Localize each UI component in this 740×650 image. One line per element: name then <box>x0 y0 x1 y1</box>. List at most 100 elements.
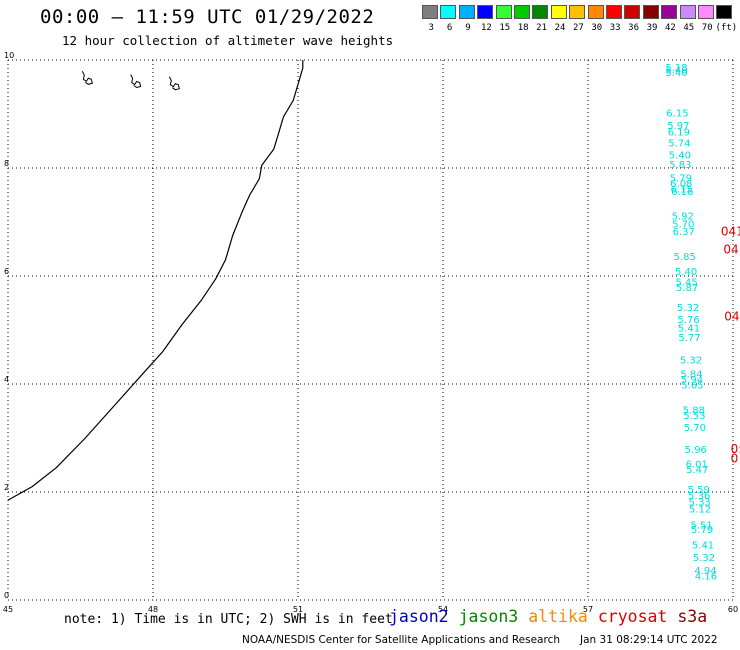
legend-swatch <box>679 5 696 19</box>
wave-height-label: 4.94 <box>694 566 716 577</box>
generated-timestamp: Jan 31 08:29:14 UTC 2022 <box>580 634 718 646</box>
wave-height-label: 5.53 <box>683 411 705 422</box>
y-tick-label: 6 <box>4 267 9 276</box>
satellite-legend: jason2 jason3 altika cryosat s3a <box>389 607 717 626</box>
legend-swatch <box>661 5 678 19</box>
island <box>168 76 180 91</box>
wave-height-label: 5.12 <box>689 505 711 516</box>
legend-swatch <box>569 5 586 19</box>
wave-height-label: 6.01 <box>686 460 708 471</box>
map-subtitle: 12 hour collection of altimeter wave hei… <box>62 33 394 48</box>
map-title: 00:00 – 11:59 UTC 01/29/2022 <box>40 6 375 28</box>
wave-height-label: 5.32 <box>693 553 715 564</box>
wave-height-label: 6.16 <box>671 187 693 198</box>
legend-label: 24 <box>554 23 566 33</box>
y-tick-label: 8 <box>4 159 9 168</box>
legend-unit: (ft) <box>715 23 738 33</box>
wave-height-label: 5.94 <box>681 375 703 386</box>
wave-height-label: 5.87 <box>676 283 698 294</box>
legend-label: 18 <box>517 23 529 33</box>
wave-height-label: 5.96 <box>685 445 707 456</box>
legend-label: 21 <box>536 23 548 33</box>
wave-height-label: 5.32 <box>680 355 702 366</box>
legend-label: 6 <box>446 23 453 33</box>
wave-height-label: 5.77 <box>678 333 700 344</box>
wave-height-label: 5.70 <box>672 219 694 230</box>
legend-swatch <box>422 5 438 19</box>
wave-height-label: 0412 <box>723 242 740 256</box>
wave-height-label: 6.37 <box>673 227 695 238</box>
x-tick-label: 48 <box>148 605 158 614</box>
legend-swatch <box>550 5 567 19</box>
wave-height-label: 5.40 <box>665 66 687 77</box>
legend-label: 70 <box>701 23 713 33</box>
legend-label: 33 <box>609 23 621 33</box>
wave-height-label: 5.51 <box>690 521 712 532</box>
legend-swatch <box>606 5 622 19</box>
legend-swatch <box>495 5 512 19</box>
wave-height-label: 0 <box>731 451 739 465</box>
wave-height-label: 0412 <box>721 225 740 239</box>
legend-label: 12 <box>480 23 492 33</box>
satellite-cryosat: cryosat <box>597 607 668 626</box>
legend-label: 27 <box>572 23 584 33</box>
legend-label: 39 <box>646 23 658 33</box>
legend-label: 45 <box>683 23 695 33</box>
wave-height-label: 6.08 <box>670 179 692 190</box>
x-tick-label: 57 <box>583 605 593 614</box>
wave-height-label: 5.41 <box>678 324 700 335</box>
legend-swatch <box>587 5 604 19</box>
wave-height-label: 5.84 <box>680 370 702 381</box>
island <box>81 71 93 85</box>
wave-height-label: 5.85 <box>674 252 696 263</box>
wave-height-label: 5.88 <box>683 406 705 417</box>
wave-height-label: 5.40 <box>665 68 687 79</box>
coastline <box>7 60 304 501</box>
legend-label: 15 <box>499 23 511 33</box>
satellite-jason3: jason3 <box>458 607 519 626</box>
wave-height-label: 5.33 <box>689 498 711 509</box>
wave-height-label: 5.59 <box>688 485 710 496</box>
wave-height-label: 5.65 <box>681 380 703 391</box>
wave-height-label: 6.19 <box>668 128 690 139</box>
legend-swatch <box>532 5 549 19</box>
wave-height-label: 5.40 <box>669 150 691 161</box>
wave-height-label: 5.97 <box>667 121 689 132</box>
legend-label: 36 <box>628 23 640 33</box>
y-tick-label: 0 <box>4 591 9 600</box>
satellite-jason2: jason2 <box>389 607 449 626</box>
legend-swatch <box>642 5 659 19</box>
y-tick-label: 10 <box>4 51 14 60</box>
legend-swatch <box>440 5 457 19</box>
wave-height-label: 5.74 <box>668 138 690 149</box>
wave-height-label: 5.79 <box>670 174 692 185</box>
wave-height-label: 5.36 <box>688 491 710 502</box>
y-tick-label: 4 <box>4 375 9 384</box>
legend-swatch <box>698 5 714 19</box>
legend-swatch <box>514 5 530 19</box>
wave-height-label: 5.41 <box>692 541 714 552</box>
credit-line: NOAA/NESDIS Center for Satellite Applica… <box>242 634 560 646</box>
legend-label: 9 <box>465 23 471 33</box>
satellite-s3a: s3a <box>677 607 708 626</box>
wave-height-label: 041 <box>724 309 740 323</box>
legend-label: 3 <box>428 23 434 33</box>
satellite-altika: altika <box>528 607 588 626</box>
footer-note: note: 1) Time is in UTC; 2) SWH is in fe… <box>64 612 393 627</box>
wave-height-label: 5.92 <box>672 211 694 222</box>
x-tick-label: 45 <box>3 605 13 614</box>
wave-height-label: 5.40 <box>675 267 697 278</box>
wave-height-label: 5.18 <box>665 63 687 74</box>
wave-height-label: 6.15 <box>666 109 688 120</box>
y-tick-label: 2 <box>4 483 9 492</box>
wave-height-label: 5.47 <box>686 465 708 476</box>
x-tick-label: 51 <box>293 605 303 614</box>
legend-swatch <box>716 5 733 19</box>
wave-height-label: 4.16 <box>695 571 717 582</box>
legend-swatch <box>624 5 641 19</box>
wave-height-label: 5.76 <box>677 315 699 326</box>
legend-swatch <box>458 5 475 19</box>
wave-height-label: 6.15 <box>671 184 693 195</box>
legend-label: 42 <box>664 23 676 33</box>
